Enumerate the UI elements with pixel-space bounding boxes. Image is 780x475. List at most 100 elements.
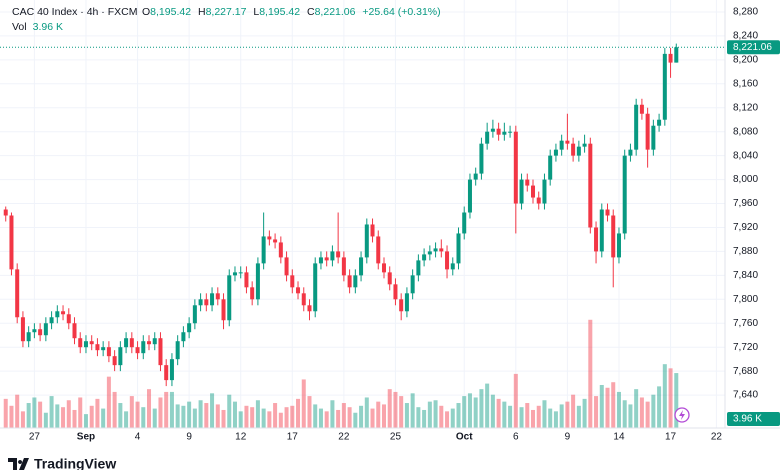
candle-body: [49, 317, 54, 324]
candle-body: [301, 293, 306, 306]
y-tick-label: 7,800: [733, 294, 758, 305]
candle-body: [370, 224, 375, 237]
candle-body: [238, 272, 243, 274]
volume-bar: [284, 407, 289, 428]
volume-bar: [278, 412, 283, 428]
volume-bar: [313, 404, 318, 428]
candle-body: [576, 146, 581, 156]
volume-bar: [359, 405, 364, 428]
volume-bar: [605, 387, 610, 428]
candle-body: [588, 143, 593, 228]
volume-bar: [261, 408, 266, 428]
candle-body: [290, 275, 295, 288]
candle-body: [267, 236, 272, 240]
candle-body: [422, 254, 427, 261]
volume-bar: [662, 364, 667, 428]
candle-body: [204, 299, 209, 306]
volume-bar: [118, 403, 123, 428]
volume-bar: [599, 384, 604, 428]
candle-body: [387, 272, 392, 285]
candle-body: [341, 257, 346, 276]
volume-bar: [381, 404, 386, 428]
volume-bar: [525, 403, 530, 428]
volume-bar: [473, 397, 478, 428]
candle-body: [124, 338, 129, 348]
x-tick-label: 25: [390, 432, 402, 443]
volume-bar: [674, 373, 679, 428]
volume-bar: [61, 407, 66, 428]
volume-bar: [536, 405, 541, 428]
candle-body: [255, 263, 260, 300]
volume-bar: [106, 376, 111, 428]
x-tick-label: 9: [186, 432, 192, 443]
candle-body: [399, 299, 404, 312]
volume-bar: [502, 401, 507, 428]
volume-bar: [330, 400, 335, 428]
volume-bar: [347, 407, 352, 428]
volume-bar: [296, 398, 301, 428]
candle-body: [15, 269, 20, 318]
candle-body: [164, 365, 169, 381]
volume-bar: [9, 405, 14, 428]
ohlc-value: 8,221.06: [315, 6, 356, 18]
candle-body: [72, 323, 77, 339]
volume-title: Vol 3.96 K: [12, 21, 63, 33]
candle-body: [324, 257, 329, 261]
ohlc-value: 8,195.42: [259, 6, 300, 18]
candle-body: [599, 209, 604, 252]
x-tick-label: 4: [135, 432, 141, 443]
change-label: +25.64 (+0.31%): [362, 6, 440, 18]
volume-bar: [467, 393, 472, 428]
y-tick-label: 7,840: [733, 270, 758, 281]
candle-body: [548, 155, 553, 180]
ohlc-key: L: [253, 6, 259, 18]
volume-bar: [83, 414, 88, 428]
volume-bar: [530, 409, 536, 428]
candle-body: [307, 305, 312, 312]
x-tick-label: 17: [287, 432, 299, 443]
candle-body: [261, 236, 266, 264]
candle-body: [101, 347, 106, 351]
volume-bar: [628, 404, 633, 428]
brand-logo[interactable]: TradingView: [8, 456, 116, 472]
volume-bar: [622, 400, 627, 428]
volume-bar: [616, 391, 621, 428]
volume-bar: [490, 394, 495, 428]
candle-body: [278, 242, 283, 258]
y-tick-label: 8,040: [733, 150, 758, 161]
candle-body: [651, 125, 656, 150]
volume-bar: [49, 396, 54, 428]
x-tick-label: 9: [565, 432, 571, 443]
volume-bar: [232, 401, 237, 428]
volume-bar: [657, 386, 662, 428]
candle-body: [210, 293, 215, 306]
y-tick-label: 7,960: [733, 198, 758, 209]
y-tick-label: 8,160: [733, 78, 758, 89]
volume-bar: [32, 397, 37, 428]
y-tick-label: 7,720: [733, 342, 758, 353]
candle-body: [479, 143, 484, 174]
ohlc-value: 8,195.42: [150, 6, 191, 18]
candle-body: [668, 53, 673, 63]
volume-bar: [594, 396, 599, 428]
alert-icon[interactable]: [674, 407, 690, 423]
volume-bar: [101, 408, 106, 428]
volume-bar: [273, 403, 278, 428]
candle-body: [26, 332, 31, 342]
volume-bar: [124, 411, 129, 428]
volume-bar: [404, 403, 409, 428]
volume-bar: [301, 379, 306, 428]
volume-title-text: Vol: [12, 21, 27, 33]
volume-bar: [582, 398, 587, 428]
candle-body: [657, 119, 662, 126]
candle-body: [450, 263, 455, 270]
volume-bar: [611, 382, 616, 428]
volume-bar: [164, 391, 169, 428]
candle-body: [95, 344, 100, 351]
volume-bar: [376, 401, 381, 428]
volume-bar: [181, 405, 186, 428]
volume-bar: [565, 401, 570, 428]
volume-bar: [639, 397, 644, 428]
candle-body: [433, 248, 438, 252]
